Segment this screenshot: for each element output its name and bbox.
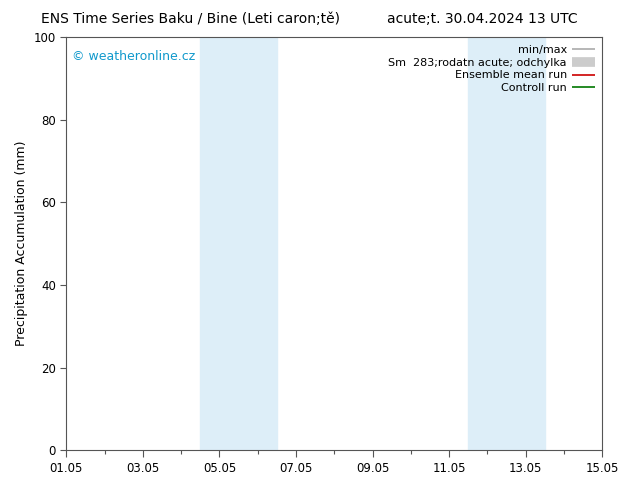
Y-axis label: Precipitation Accumulation (mm): Precipitation Accumulation (mm) <box>15 141 28 346</box>
Bar <box>200 37 238 450</box>
Text: © weatheronline.cz: © weatheronline.cz <box>72 49 195 63</box>
Text: acute;t. 30.04.2024 13 UTC: acute;t. 30.04.2024 13 UTC <box>387 12 577 26</box>
Text: ENS Time Series Baku / Bine (Leti caron;tě): ENS Time Series Baku / Bine (Leti caron;… <box>41 12 340 26</box>
Bar <box>469 37 507 450</box>
Legend: min/max, Sm  283;rodatn acute; odchylka, Ensemble mean run, Controll run: min/max, Sm 283;rodatn acute; odchylka, … <box>384 41 599 98</box>
Bar <box>507 37 545 450</box>
Bar <box>238 37 277 450</box>
